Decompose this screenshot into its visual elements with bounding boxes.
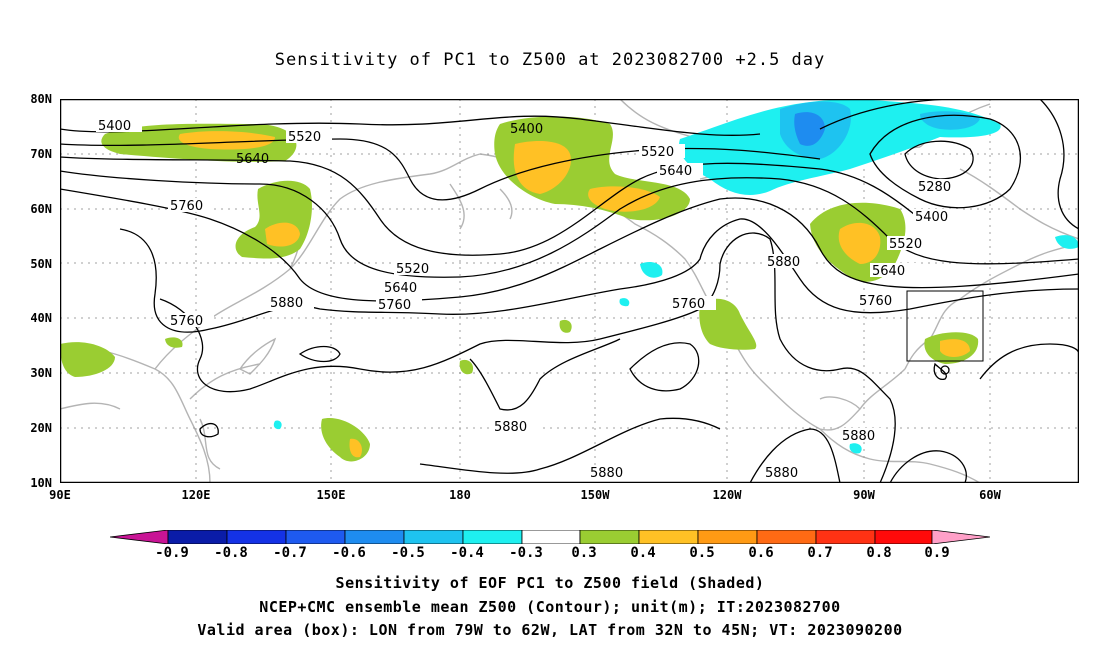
colorbar-label: -0.7 — [273, 545, 307, 561]
sensitivity-map: 5400 5520 5640 5760 5760 5760 5880 5400 … — [60, 99, 1079, 483]
colorbar-swatch — [403, 530, 464, 544]
colorbar-min-triangle — [110, 530, 169, 544]
z500-contours — [60, 99, 1079, 483]
contour-label: 5880 — [270, 296, 303, 311]
colorbar-label: 0.4 — [630, 545, 656, 561]
colorbar-label: 0.8 — [866, 545, 892, 561]
lat-label-20n: 20N — [30, 421, 52, 435]
colorbar-label: 0.9 — [924, 545, 950, 561]
colorbar-swatch — [697, 530, 758, 544]
contour-label: 5520 — [396, 262, 429, 277]
lon-label-90w: 90W — [853, 488, 875, 502]
contour-label: 5280 — [918, 180, 951, 195]
shade-positive — [838, 222, 881, 264]
colorbar-swatch — [285, 530, 346, 544]
contour-label: 5880 — [767, 255, 800, 270]
contour-label: 5880 — [590, 466, 623, 481]
colorbar-swatch — [579, 530, 640, 544]
colorbar-swatch — [462, 530, 523, 544]
colorbar — [110, 530, 990, 544]
lon-label-90e: 90E — [49, 488, 71, 502]
shade-negative — [679, 99, 1001, 195]
shade-positive — [559, 319, 572, 333]
lon-label-150e: 150E — [316, 488, 346, 502]
lat-label-30n: 30N — [30, 366, 52, 380]
contour-label: 5880 — [765, 466, 798, 481]
shade-positive — [321, 418, 370, 462]
colorbar-max-triangle — [931, 530, 990, 544]
colorbar-label: 0.7 — [807, 545, 833, 561]
contour-label: 5880 — [842, 429, 875, 444]
colorbar-label: -0.6 — [332, 545, 366, 561]
shade-positive — [699, 298, 757, 350]
shade-negative — [273, 420, 282, 430]
shade-positive — [513, 141, 571, 194]
shade-positive — [459, 359, 474, 375]
shade-positive — [349, 438, 362, 458]
shade-negative — [794, 112, 825, 146]
contour-label: 5640 — [384, 281, 417, 296]
shade-negative — [619, 298, 630, 307]
colorbar-label: -0.8 — [214, 545, 248, 561]
valid-area-box — [906, 290, 984, 362]
lon-label-60w: 60W — [979, 488, 1001, 502]
contour-label: 5400 — [915, 210, 948, 225]
shade-negative — [640, 262, 663, 278]
shade-positive — [60, 342, 115, 377]
lat-label-10n: 10N — [30, 476, 52, 490]
contour-label: 5400 — [98, 119, 131, 134]
contour-label: 5760 — [170, 314, 203, 329]
contour-label: 5400 — [510, 122, 543, 137]
colorbar-label: -0.9 — [155, 545, 189, 561]
contour-label: 5520 — [288, 130, 321, 145]
colorbar-label: -0.5 — [391, 545, 425, 561]
shade-positive — [588, 186, 660, 212]
shade-positive — [178, 131, 275, 150]
contour-labels: 5400 5520 5640 5760 5760 5760 5880 5400 … — [96, 118, 962, 481]
map-title: Sensitivity of PC1 to Z500 at 2023082700… — [274, 50, 826, 70]
colorbar-swatch — [521, 530, 581, 544]
contour-label: 5880 — [494, 420, 527, 435]
contour-label: 5760 — [170, 199, 203, 214]
shade-positive — [235, 180, 312, 259]
lon-label-120w: 120W — [712, 488, 742, 502]
contour-label: 5640 — [236, 152, 269, 167]
sensitivity-shading — [60, 99, 1079, 462]
caption-shaded: Sensitivity of EOF PC1 to Z500 field (Sh… — [335, 574, 765, 592]
colorbar-label: 0.3 — [571, 545, 597, 561]
colorbar-label: 0.6 — [748, 545, 774, 561]
lon-label-120e: 120E — [181, 488, 211, 502]
colorbar-label: 0.5 — [689, 545, 715, 561]
colorbar-swatch — [756, 530, 817, 544]
colorbar-label: -0.4 — [450, 545, 484, 561]
contour-label: 5640 — [659, 164, 692, 179]
colorbar-swatch — [167, 530, 228, 544]
contour-label: 5520 — [889, 237, 922, 252]
caption-valid-area: Valid area (box): LON from 79W to 62W, L… — [197, 621, 903, 639]
shade-positive — [940, 339, 970, 357]
caption-contour: NCEP+CMC ensemble mean Z500 (Contour); u… — [259, 598, 841, 616]
lat-label-60n: 60N — [30, 202, 52, 216]
contour-label: 5520 — [641, 145, 674, 160]
lat-label-70n: 70N — [30, 147, 52, 161]
colorbar-swatch — [815, 530, 876, 544]
lat-label-80n: 80N — [30, 92, 52, 106]
shade-positive — [165, 337, 183, 348]
contour-label: 5760 — [378, 298, 411, 313]
contour-label: 5760 — [859, 294, 892, 309]
colorbar-swatch — [344, 530, 405, 544]
colorbar-label: -0.3 — [509, 545, 543, 561]
contour-label: 5640 — [872, 264, 905, 279]
colorbar-swatch — [638, 530, 699, 544]
colorbar-swatch — [874, 530, 933, 544]
lat-label-50n: 50N — [30, 257, 52, 271]
shade-positive — [265, 222, 300, 247]
lon-label-180: 180 — [449, 488, 471, 502]
contour-label: 5760 — [672, 297, 705, 312]
shade-negative — [849, 443, 862, 454]
lon-label-150w: 150W — [580, 488, 610, 502]
shade-negative — [1055, 235, 1079, 249]
colorbar-swatch — [226, 530, 287, 544]
lat-label-40n: 40N — [30, 311, 52, 325]
